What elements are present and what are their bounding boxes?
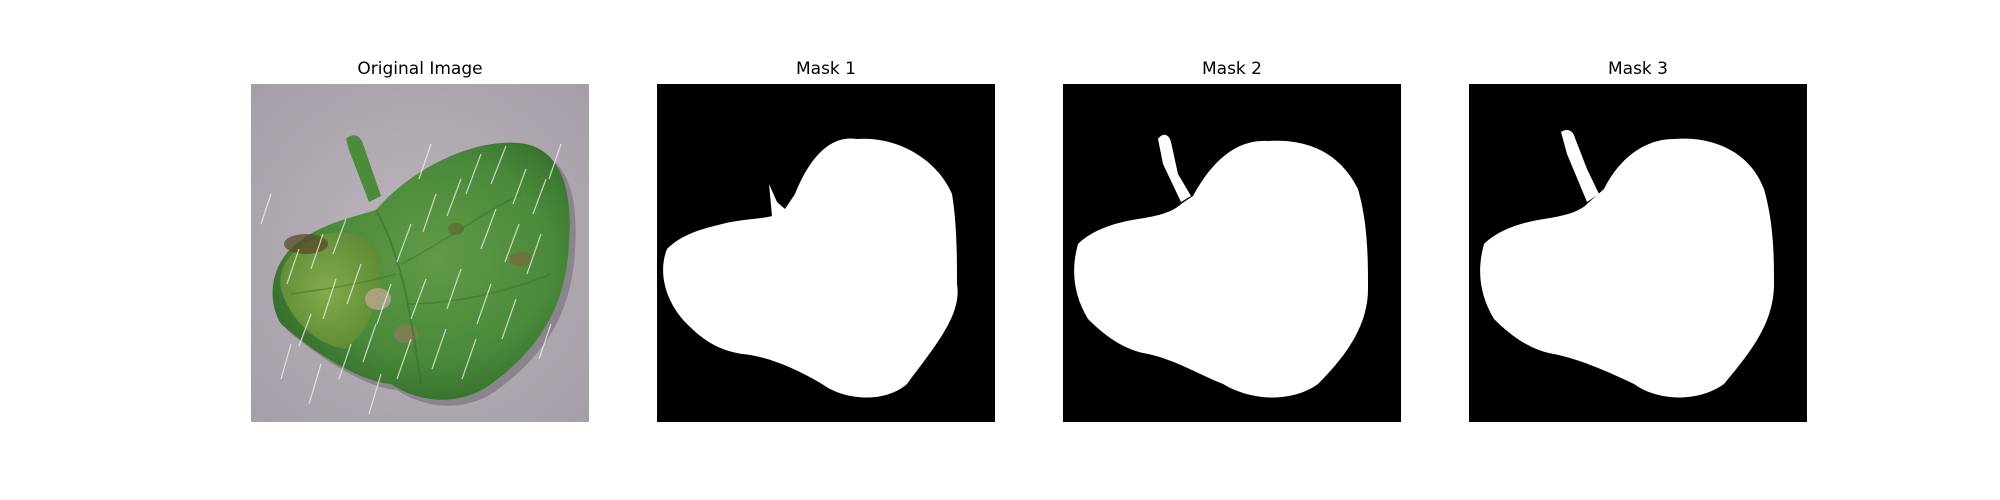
mask-3-panel [1469,84,1807,422]
original-image-panel [251,84,589,422]
leaf-stem [346,135,381,202]
panel-title-original-image: Original Image [357,59,483,79]
panel-title-mask-2: Mask 2 [1201,59,1262,79]
mask-2-panel [1063,84,1401,422]
panel-title-mask-1: Mask 1 [795,59,856,79]
mask-3-image [1469,84,1807,422]
mask-1-image [657,84,995,422]
mask-2-region [1074,140,1368,398]
panel-title-mask-3: Mask 3 [1607,59,1668,79]
mask-1-region [663,138,958,398]
mask-2-image [1063,84,1401,422]
rain-streaks [260,143,562,415]
mask-1-panel [657,84,995,422]
mask-3-region [1480,138,1774,398]
original-leaf-image [251,84,589,422]
